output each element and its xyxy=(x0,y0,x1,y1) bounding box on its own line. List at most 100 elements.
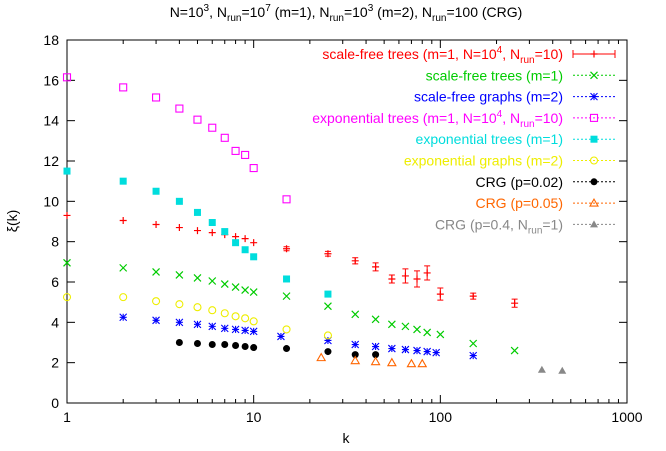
legend-label: scale-free graphs (m=2) xyxy=(414,89,563,105)
data-point xyxy=(175,271,184,279)
data-point xyxy=(249,288,258,297)
data-point xyxy=(220,280,229,288)
data-point xyxy=(282,325,291,334)
data-point xyxy=(283,245,291,253)
data-point xyxy=(401,322,410,331)
data-point xyxy=(249,164,258,173)
legend-item-7: CRG (p=0.02) xyxy=(475,174,615,190)
data-point xyxy=(232,342,240,350)
data-point xyxy=(387,344,396,353)
x-tick-label: 100 xyxy=(429,409,453,425)
y-tick-label: 18 xyxy=(43,32,59,48)
text-part: CRG (p=0.05) xyxy=(475,195,563,211)
data-point xyxy=(469,292,477,300)
data-point xyxy=(208,123,217,132)
text-part: run xyxy=(432,13,446,24)
data-point xyxy=(372,263,380,271)
data-point xyxy=(371,315,380,324)
x-tick-label: 1 xyxy=(63,409,71,425)
data-point xyxy=(152,267,160,276)
text-part: , N xyxy=(209,4,227,20)
legend-item-8: CRG (p=0.05) xyxy=(475,195,615,211)
legend-marker xyxy=(590,178,598,186)
legend-marker xyxy=(590,135,598,143)
data-point xyxy=(152,221,160,229)
data-point xyxy=(277,332,285,341)
legend-marker xyxy=(590,50,598,58)
data-point xyxy=(119,216,127,224)
data-point xyxy=(231,283,240,291)
data-point xyxy=(413,346,421,355)
text-part: scale-free trees (m=1, N=10 xyxy=(322,46,497,62)
data-point xyxy=(241,286,250,294)
data-point xyxy=(241,326,250,335)
data-point xyxy=(250,253,258,261)
chart-title: N=103, Nrun=107 (m=1), Nrun=103 (m=2), N… xyxy=(170,3,523,24)
data-point xyxy=(221,228,229,236)
series-6 xyxy=(62,293,332,340)
series-8 xyxy=(316,352,428,368)
legend-marker xyxy=(590,220,598,228)
data-point xyxy=(283,345,291,353)
data-point xyxy=(469,339,478,348)
data-point xyxy=(152,316,160,325)
text-part: run xyxy=(528,225,542,236)
series-7 xyxy=(175,339,380,359)
data-point xyxy=(175,339,183,346)
data-point xyxy=(371,342,380,351)
data-point xyxy=(232,239,240,247)
y-axis: 0 2 4 6 8 10 12 14 16 18 xyxy=(43,32,627,411)
plot-frame xyxy=(66,39,628,404)
data-point xyxy=(241,314,250,323)
data-point xyxy=(372,351,380,359)
legend-item-4: exponential trees (m=1, N=104, Nrun=10) xyxy=(312,109,615,130)
data-point xyxy=(351,310,360,319)
legend-marker xyxy=(590,71,598,80)
legend-item-9: CRG (p=0.4, Nrun=1) xyxy=(435,216,615,236)
text-part: =10) xyxy=(535,46,563,62)
data-point xyxy=(241,150,250,159)
data-point xyxy=(231,325,240,334)
data-point xyxy=(193,340,201,348)
data-point xyxy=(63,167,71,175)
text-part: (m=2), N xyxy=(373,4,432,20)
legend-marker xyxy=(589,113,599,122)
data-point xyxy=(537,365,546,373)
data-point xyxy=(436,330,445,339)
data-point xyxy=(221,341,229,349)
data-point xyxy=(423,269,431,277)
text-part: 4 xyxy=(497,45,503,56)
data-point xyxy=(324,250,332,258)
data-point xyxy=(386,357,397,367)
legend-label: CRG (p=0.02) xyxy=(475,174,563,190)
series-3 xyxy=(119,313,478,360)
x-axis-label: k xyxy=(343,430,351,446)
text-part: (m=1), N xyxy=(271,4,330,20)
text-part: run xyxy=(520,55,534,66)
data-point xyxy=(220,309,229,318)
data-point xyxy=(193,227,201,235)
data-point xyxy=(436,290,444,298)
data-point xyxy=(432,348,441,357)
text-part: , N xyxy=(502,110,520,126)
text-part: =1) xyxy=(542,216,563,232)
data-point xyxy=(406,358,417,368)
y-tick-label: 14 xyxy=(43,113,59,129)
data-point xyxy=(401,272,409,280)
text-part: run xyxy=(520,119,534,130)
series-9 xyxy=(537,365,567,374)
x-axis: 1 10 100 1000 xyxy=(63,40,643,425)
text-part: CRG (p=0.02) xyxy=(475,174,563,190)
data-point xyxy=(241,343,249,351)
data-point xyxy=(511,299,519,307)
text-part: exponential graphs (m=2) xyxy=(404,153,563,169)
data-point xyxy=(324,302,332,311)
legend-marker xyxy=(589,156,599,165)
data-point xyxy=(417,358,428,368)
legend-label: exponential trees (m=1, N=104, Nrun=10) xyxy=(312,109,563,130)
legend-label: scale-free trees (m=1) xyxy=(426,67,563,83)
data-point xyxy=(119,177,127,185)
data-point xyxy=(413,275,421,283)
legend-item-3: scale-free graphs (m=2) xyxy=(414,89,615,105)
